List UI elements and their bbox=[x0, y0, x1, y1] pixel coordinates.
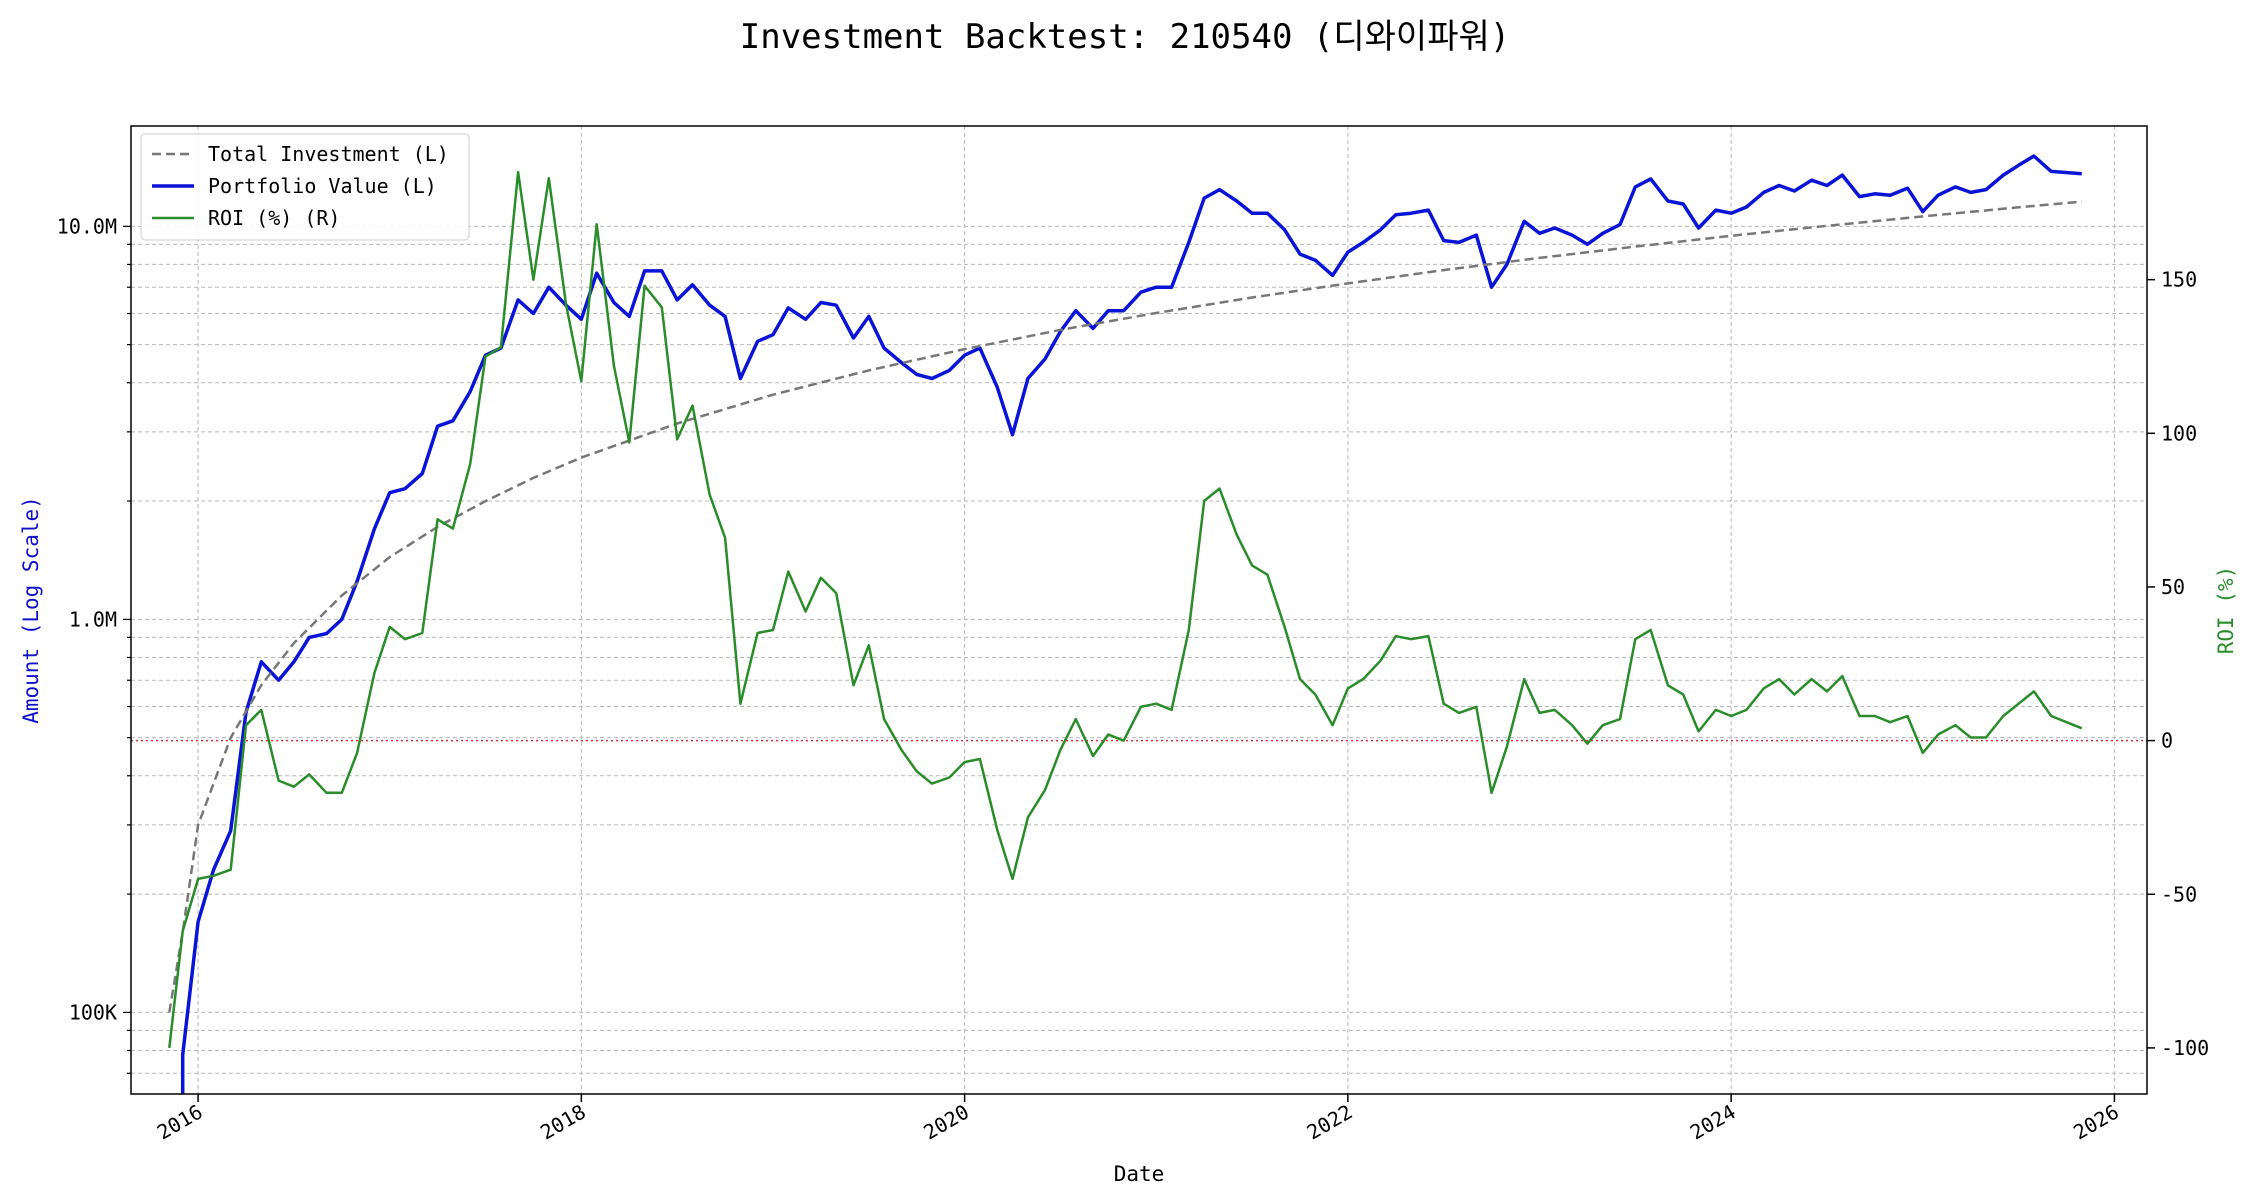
left-tick-label: 1.0M bbox=[69, 607, 117, 631]
x-tick-label: 2022 bbox=[1303, 1100, 1357, 1145]
x-tick-label: 2024 bbox=[1686, 1100, 1740, 1145]
plot-frame bbox=[130, 125, 2148, 1095]
grid-lines bbox=[131, 126, 2147, 1094]
right-tick-label: 100 bbox=[2161, 421, 2197, 445]
x-axis-label: Date bbox=[1114, 1162, 1165, 1186]
left-y-axis-label: Amount (Log Scale) bbox=[19, 496, 43, 724]
legend-label-roi: ROI (%) (R) bbox=[208, 206, 340, 230]
left-tick-label: 100K bbox=[69, 1000, 117, 1024]
left-tick-label: 10.0M bbox=[57, 214, 117, 238]
chart-title: Investment Backtest: 210540 (디와이파워) bbox=[740, 17, 1511, 57]
x-tick-label: 2020 bbox=[919, 1100, 973, 1145]
roi-line bbox=[168, 170, 2083, 1049]
right-tick-label: 150 bbox=[2161, 268, 2197, 292]
portfolio-value-line bbox=[180, 154, 2082, 1094]
x-tick-label: 2018 bbox=[536, 1100, 590, 1145]
total-investment-line bbox=[168, 200, 2082, 1013]
legend-label-portfolio-value: Portfolio Value (L) bbox=[208, 174, 437, 198]
right-tick-label: 0 bbox=[2161, 729, 2173, 753]
right-tick-label: -100 bbox=[2161, 1036, 2209, 1060]
legend-label-total-investment: Total Investment (L) bbox=[208, 142, 449, 166]
right-y-axis-label: ROI (%) bbox=[2214, 566, 2238, 655]
legend-box bbox=[140, 133, 470, 241]
x-axis: 2016 2018 2020 2022 2024 2026 bbox=[153, 1094, 2123, 1144]
left-y-axis: 100K 1.0M 10.0M bbox=[57, 214, 131, 1074]
legend: Total Investment (L) Portfolio Value (L)… bbox=[140, 133, 470, 241]
right-y-axis: -100 -50 0 50 100 150 bbox=[2147, 268, 2209, 1060]
right-tick-label: 50 bbox=[2161, 575, 2185, 599]
series-layer bbox=[168, 154, 2083, 1094]
right-tick-label: -50 bbox=[2161, 882, 2197, 906]
x-tick-label: 2026 bbox=[2069, 1100, 2123, 1145]
x-tick-label: 2016 bbox=[153, 1100, 207, 1145]
